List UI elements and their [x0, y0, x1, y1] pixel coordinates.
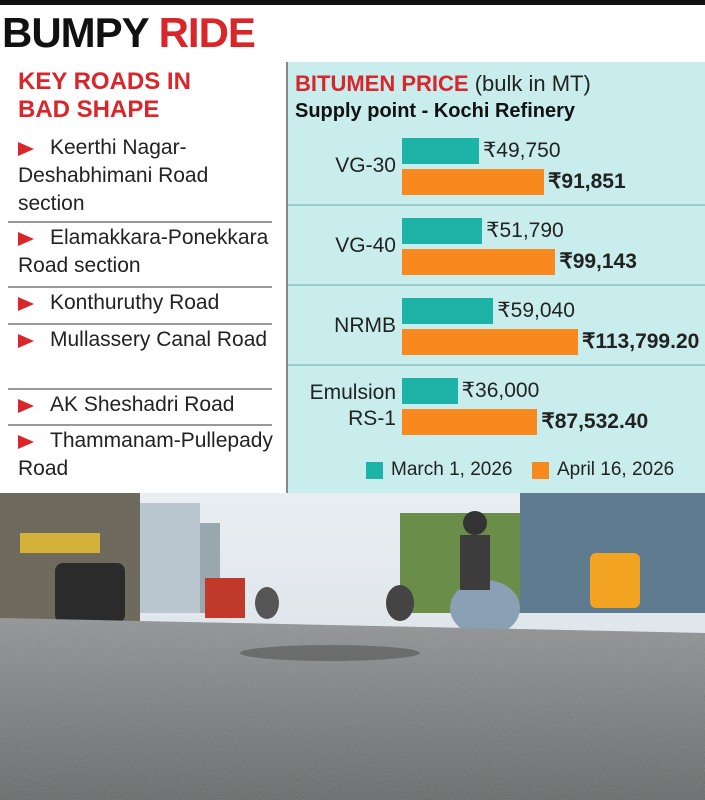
road-item: Keerthi Nagar-Deshabhimani Road section	[18, 134, 280, 218]
divider	[8, 323, 272, 325]
divider	[8, 221, 272, 223]
road-item: Elamakkara-Ponekkara Road section	[18, 224, 280, 280]
legend-label: March 1, 2026	[391, 459, 513, 480]
category-label: VG-30	[335, 154, 396, 177]
road-photo	[0, 493, 705, 800]
category-label: Emulsion RS-1	[309, 381, 396, 430]
bar	[402, 249, 556, 275]
bar	[402, 409, 538, 435]
top-band	[0, 0, 705, 5]
road-item: AK Sheshadri Road	[18, 391, 280, 419]
group-divider	[288, 284, 705, 286]
headline-red: RIDE	[158, 9, 256, 56]
value-label: ₹91,851	[548, 170, 626, 193]
value-label: ₹36,000	[461, 379, 540, 402]
value-label: ₹59,040	[497, 299, 575, 322]
divider	[8, 388, 272, 390]
legend-label: April 16, 2026	[557, 459, 675, 480]
bar	[402, 138, 479, 164]
road-item: Konthuruthy Road	[18, 289, 280, 317]
divider	[8, 424, 272, 426]
headline: BUMPY RIDE	[2, 8, 256, 58]
roads-title: KEY ROADS IN BAD SHAPE	[18, 68, 191, 123]
value-label: ₹99,143	[559, 250, 637, 273]
headline-black: BUMPY	[2, 9, 149, 56]
bar	[402, 218, 483, 244]
value-label: ₹113,799.20	[582, 330, 700, 353]
chart-subtitle: Supply point - Kochi Refinery	[295, 100, 576, 122]
group-divider	[288, 204, 705, 206]
divider	[8, 286, 272, 288]
road-item: Thammanam-Pullepady Road	[18, 427, 280, 483]
value-label: ₹87,532.40	[541, 410, 649, 433]
category-label: VG-40	[335, 234, 396, 257]
bar	[402, 169, 545, 195]
chart-heading: BITUMEN PRICE (bulk in MT)	[295, 70, 591, 98]
chart-title: BITUMEN PRICE	[295, 71, 469, 96]
category-label: NRMB	[334, 314, 396, 337]
legend-swatch	[366, 462, 383, 479]
value-label: ₹49,750	[482, 139, 561, 162]
roads-panel	[8, 62, 288, 493]
group-divider	[288, 364, 705, 366]
bar	[402, 329, 578, 355]
road-item: Mullassery Canal Road	[18, 326, 280, 354]
chart-title-note: (bulk in MT)	[474, 71, 591, 96]
value-label: ₹51,790	[486, 219, 564, 242]
bar	[402, 378, 458, 404]
bar	[402, 298, 494, 324]
legend-swatch	[532, 462, 549, 479]
